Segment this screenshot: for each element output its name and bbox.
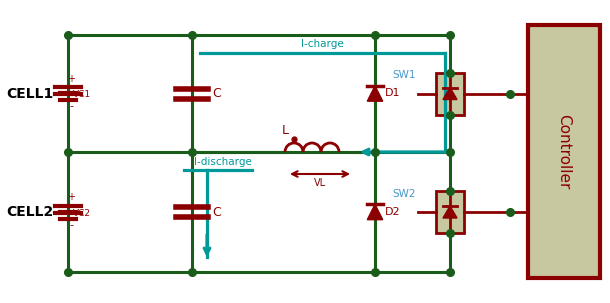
Text: CELL1: CELL1 xyxy=(6,86,53,101)
Text: CELL2: CELL2 xyxy=(6,205,53,219)
Bar xyxy=(436,72,464,115)
Text: SW2: SW2 xyxy=(392,189,416,199)
Text: D2: D2 xyxy=(385,207,400,217)
Text: -: - xyxy=(69,220,73,230)
Text: I-discharge: I-discharge xyxy=(194,157,252,167)
Polygon shape xyxy=(443,88,457,99)
Text: +: + xyxy=(67,74,75,84)
Text: I-charge: I-charge xyxy=(301,39,344,49)
Text: Controller: Controller xyxy=(556,114,572,189)
Polygon shape xyxy=(367,204,382,220)
Text: VC2: VC2 xyxy=(73,208,91,218)
Text: C: C xyxy=(212,87,221,100)
Text: C: C xyxy=(212,205,221,218)
Text: +: + xyxy=(67,192,75,202)
Bar xyxy=(436,191,464,233)
Polygon shape xyxy=(443,206,457,218)
Text: L: L xyxy=(281,124,289,136)
Text: SW1: SW1 xyxy=(392,71,416,81)
Polygon shape xyxy=(367,86,382,101)
Text: VC1: VC1 xyxy=(73,90,91,99)
Bar xyxy=(528,25,600,278)
Text: -: - xyxy=(69,102,73,112)
Text: VL: VL xyxy=(314,178,326,188)
Text: D1: D1 xyxy=(385,88,400,98)
